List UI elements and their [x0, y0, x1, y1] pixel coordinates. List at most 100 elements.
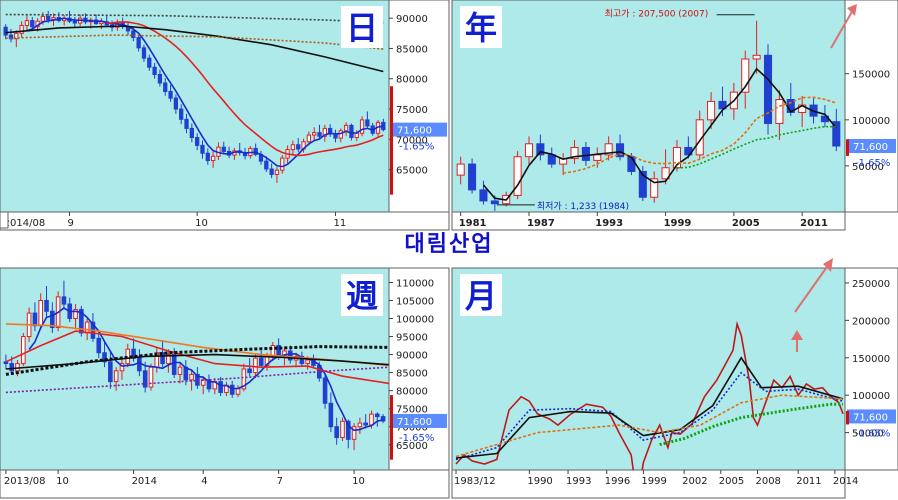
x-tick-label: 9	[67, 218, 73, 229]
x-tick-label: 11	[333, 218, 346, 229]
candle-body	[166, 354, 171, 365]
y-tick-label: 50000	[852, 429, 884, 440]
x-tick-label: 2014/08	[4, 218, 46, 229]
series-price	[455, 320, 844, 470]
candle-body	[312, 132, 317, 136]
candle-body	[210, 155, 216, 162]
candle-body	[195, 136, 200, 146]
series-ma120	[5, 366, 389, 394]
y-axis-area	[388, 0, 450, 213]
candle-body	[40, 15, 46, 22]
candle-body	[287, 350, 293, 361]
x-tick-label: 2013/08	[4, 476, 46, 487]
support-arrow-head	[791, 330, 803, 340]
candle-body	[235, 388, 241, 395]
range-bar-up	[390, 395, 393, 460]
series-ma5	[26, 17, 384, 168]
candle-body	[380, 416, 386, 422]
series-slow1	[5, 25, 384, 73]
series-slow2	[5, 34, 384, 50]
y-tick-label: 70000	[396, 423, 428, 434]
candle-body	[141, 47, 147, 59]
trend-arrow-head	[823, 258, 833, 272]
candle-body	[524, 143, 534, 158]
candle-body	[604, 143, 613, 156]
candle-body	[200, 144, 205, 154]
candle-body	[290, 144, 296, 151]
y-tick-label: 200000	[852, 316, 890, 327]
y-tick-label: 75000	[396, 405, 428, 416]
candle-body	[581, 146, 590, 161]
series-ma10	[562, 96, 837, 174]
candle-body	[269, 168, 274, 175]
y-tick-label: 65000	[396, 441, 428, 452]
candle-body	[84, 321, 90, 334]
candle-body	[468, 163, 477, 191]
candle-body	[627, 156, 636, 172]
candle-body	[241, 368, 247, 390]
candle-body	[832, 121, 841, 147]
candle-body	[229, 384, 235, 395]
x-tick-label: 10	[56, 476, 69, 487]
last-price-label: 71,600	[853, 142, 888, 153]
candle-body	[184, 118, 189, 129]
x-tick-label: 10	[352, 476, 365, 487]
series-ma20	[676, 125, 837, 169]
candle-body	[343, 124, 349, 132]
series-ma-green	[659, 402, 843, 447]
last-price-label: 71,600	[397, 126, 432, 137]
candle-body	[718, 100, 727, 110]
candle-body	[14, 32, 19, 40]
candle-body	[616, 143, 625, 158]
candle-body	[72, 20, 77, 24]
x-tick-label: 2011	[796, 476, 821, 487]
candle-body	[322, 127, 327, 137]
candle-body	[205, 152, 210, 162]
candle-body	[247, 368, 252, 374]
candle-body	[136, 37, 141, 49]
candle-body	[296, 144, 301, 150]
x-tick-label: 1983/12	[454, 476, 496, 487]
annotation-low: 최저가 : 1,233 (1984)	[537, 201, 629, 212]
y-tick-label: 50000	[852, 162, 884, 173]
x-tick-label: 1993	[595, 218, 623, 229]
candle-body	[131, 30, 136, 39]
series-ma-short	[455, 371, 844, 461]
candle-body	[322, 377, 328, 404]
y-tick-label: 75000	[396, 105, 428, 116]
chart-monthly-panel: 250000 200000 150000 100000 50000 71,600 -1.65…	[451, 258, 898, 499]
x-axis-area	[451, 211, 846, 231]
x-tick-label: 1981	[459, 218, 487, 229]
candle-body	[115, 22, 120, 28]
candle-body	[258, 357, 264, 366]
trend-arrow	[830, 9, 854, 49]
y-tick-label: 90000	[396, 14, 428, 25]
x-axis-area	[0, 469, 450, 499]
candle-body	[317, 132, 322, 137]
x-tick-label: 2002	[682, 476, 707, 487]
period-badge	[460, 6, 502, 48]
period-label: 月	[465, 277, 497, 315]
candle-body	[50, 310, 55, 329]
candle-body	[113, 370, 119, 383]
y-tick-label: 70000	[396, 135, 428, 146]
period-badge	[341, 6, 383, 48]
y-tick-label: 110000	[396, 278, 434, 289]
candle-body	[79, 308, 84, 334]
candle-body	[456, 163, 465, 176]
y-tick-label: 80000	[396, 75, 428, 86]
x-tick-label: 1987	[527, 218, 555, 229]
last-price-tag	[391, 413, 447, 428]
series-ma3	[482, 67, 837, 201]
candle-body	[650, 178, 659, 198]
candle-body	[152, 66, 157, 76]
candle-body	[102, 352, 107, 363]
candle-body	[168, 90, 173, 99]
change-pct-label: -1.65%	[855, 428, 890, 439]
candle-body	[536, 143, 545, 156]
candle-body	[189, 127, 194, 138]
candle-body	[253, 147, 258, 155]
x-tick-label: 1999	[641, 476, 666, 487]
series-ma20	[106, 21, 384, 157]
